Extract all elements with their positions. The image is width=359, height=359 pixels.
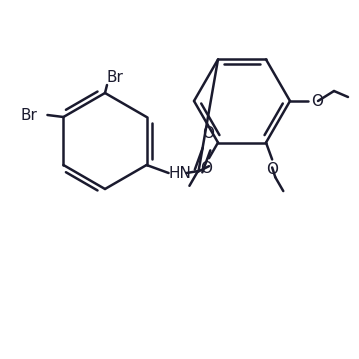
Text: Br: Br xyxy=(107,70,124,85)
Text: O: O xyxy=(266,163,278,177)
Text: HN: HN xyxy=(169,165,191,181)
Text: O: O xyxy=(200,161,212,176)
Text: Br: Br xyxy=(20,107,37,122)
Text: O: O xyxy=(311,93,323,108)
Text: O: O xyxy=(202,126,215,141)
